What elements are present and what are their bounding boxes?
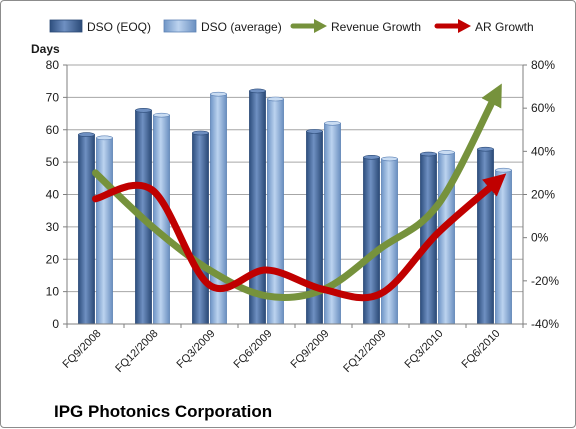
- y-tick-label: 20: [46, 252, 60, 266]
- growth-lines: [92, 83, 507, 302]
- legend-swatch-ar-growth: [434, 19, 471, 33]
- bar-dso-average-cap: [96, 135, 113, 141]
- bar-dso-eoq-cap: [477, 146, 494, 152]
- legend-swatch-dso-eoq: [49, 19, 83, 33]
- x-tick-label: FQ12/2009: [341, 328, 388, 375]
- legend-label-ar-growth: AR Growth: [475, 20, 534, 34]
- x-tick-label: FQ9/2009: [289, 328, 332, 371]
- bar-dso-eoq-cap: [306, 129, 323, 134]
- y2-tick-label: 20%: [531, 188, 555, 202]
- y-tick-label: 50: [46, 155, 60, 169]
- x-tick-label: FQ3/2010: [403, 328, 446, 371]
- y2-tick-label: -40%: [531, 317, 559, 331]
- bar-dso-eoq-cap: [249, 88, 266, 94]
- y-tick-label: 10: [46, 285, 60, 299]
- y-tick-label: 0: [52, 317, 59, 331]
- bar-dso-average-cap: [495, 167, 512, 173]
- y2-tick-label: -20%: [531, 274, 559, 288]
- x-tick-label: FQ6/2009: [232, 328, 275, 371]
- bar-dso-average: [153, 114, 170, 325]
- bar-dso-average-cap: [381, 156, 398, 162]
- y-tick-label: 30: [46, 220, 60, 234]
- line-revenue-growth: [92, 83, 502, 301]
- x-tick-label: FQ12/2008: [113, 328, 160, 375]
- y-axis-title: Days: [31, 42, 60, 56]
- bar-dso-eoq-cap: [135, 108, 152, 113]
- bar-dso-eoq: [78, 134, 95, 325]
- bar-dso-eoq: [477, 148, 494, 325]
- bar-dso-eoq-cap: [363, 154, 380, 160]
- y-tick-label: 70: [46, 90, 60, 104]
- legend-label-revenue-growth: Revenue Growth: [331, 20, 421, 34]
- legend: DSO (EOQ) DSO (average) Revenue Growth A…: [49, 19, 534, 34]
- bar-dso-average: [96, 137, 113, 325]
- y2-tick-label: 80%: [531, 58, 555, 72]
- line-ar-growth: [92, 173, 507, 302]
- y2-tick-label: 40%: [531, 144, 555, 158]
- x-tick-label: FQ6/2010: [460, 328, 503, 371]
- y-tick-label: 60: [46, 123, 60, 137]
- legend-label-dso-average: DSO (average): [201, 20, 282, 34]
- bar-dso-average-cap: [438, 150, 455, 155]
- y-tick-label: 40: [46, 188, 60, 202]
- bar-dso-average-cap: [324, 120, 341, 126]
- bar-dso-eoq-cap: [78, 132, 95, 137]
- bar-dso-eoq: [192, 132, 209, 325]
- x-tick-label: FQ9/2008: [61, 328, 104, 371]
- bar-dso-average: [495, 169, 512, 325]
- bar-dso-eoq-cap: [420, 151, 437, 157]
- bars: [78, 88, 512, 325]
- bar-dso-average: [267, 98, 284, 325]
- legend-swatch-dso-average: [163, 19, 197, 33]
- y2-tick-label: 0%: [531, 231, 549, 245]
- bar-dso-eoq-cap: [192, 130, 209, 136]
- y-tick-label: 80: [46, 58, 60, 72]
- legend-swatch-revenue-growth: [290, 19, 327, 33]
- x-tick-label: FQ3/2009: [175, 328, 218, 371]
- bar-dso-average-cap: [267, 96, 284, 102]
- chart-title: IPG Photonics Corporation: [54, 402, 272, 421]
- bar-dso-average-cap: [153, 112, 170, 118]
- y2-tick-label: 60%: [531, 101, 555, 115]
- legend-label-dso-eoq: DSO (EOQ): [87, 20, 151, 34]
- bar-dso-average-cap: [210, 91, 227, 97]
